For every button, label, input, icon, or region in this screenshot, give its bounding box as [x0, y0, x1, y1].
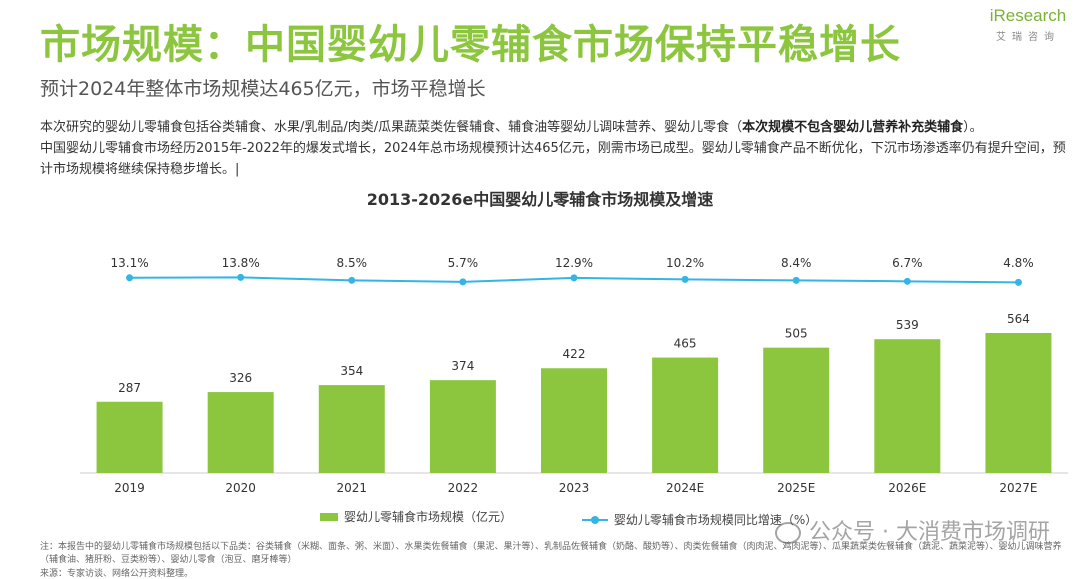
description-line1: 本次研究的婴幼儿零辅食包括谷类辅食、水果/乳制品/肉类/瓜果蔬菜类佐餐辅食、辅食… — [40, 120, 743, 135]
footnote: 注：本报告中的婴幼儿零辅食市场规模包括以下品类：谷类辅食（米糊、面条、粥、米面）… — [40, 542, 1062, 565]
growth-label-2021: 8.5% — [337, 256, 368, 270]
bar-2022 — [429, 380, 496, 473]
bar-label-2020: 326 — [229, 371, 252, 385]
bar-label-2023: 422 — [563, 347, 586, 361]
wechat-icon — [775, 522, 802, 544]
logo-sub: 艾瑞咨询 — [996, 32, 1060, 43]
x-tick-2021: 2021 — [337, 481, 368, 495]
growth-point-2025E — [792, 276, 800, 284]
source-note: 来源：专家访谈、网络公开资料整理。 — [40, 569, 194, 579]
bar-2027E — [985, 333, 1052, 473]
bar-2021 — [318, 385, 385, 473]
growth-label-2019: 13.1% — [110, 256, 148, 270]
growth-point-2021 — [348, 276, 356, 284]
description-line2: 中国婴幼儿零辅食市场经历2015年-2022年的爆发式增长，2024年总市场规模… — [40, 141, 1066, 177]
growth-point-2022 — [459, 278, 467, 286]
growth-label-2020: 13.8% — [222, 256, 260, 270]
x-tick-2020: 2020 — [225, 481, 256, 495]
growth-point-2020 — [237, 273, 245, 281]
logo-name: iResearch — [989, 6, 1067, 25]
chart-title: 2013-2026e中国婴幼儿零辅食市场规模及增速 — [366, 190, 714, 209]
description: 本次研究的婴幼儿零辅食包括谷类辅食、水果/乳制品/肉类/瓜果蔬菜类佐餐辅食、辅食… — [40, 117, 1070, 180]
x-tick-2026E: 2026E — [888, 481, 926, 495]
x-tick-2022: 2022 — [448, 481, 479, 495]
growth-label-2022: 5.7% — [448, 256, 479, 270]
bar-2026E — [874, 339, 941, 473]
growth-point-2024E — [681, 275, 689, 283]
growth-label-2027E: 4.8% — [1003, 256, 1034, 270]
bar-label-2026E: 539 — [896, 318, 919, 332]
description-line1-end: ）。 — [963, 120, 983, 135]
legend-bar-label: 婴幼儿零辅食市场规模（亿元） — [344, 510, 513, 524]
growth-point-2026E — [903, 277, 911, 285]
description-bold: 本次规模不包含婴幼儿营养补充类辅食 — [742, 120, 964, 135]
page-subtitle: 预计2024年整体市场规模达465亿元，市场平稳增长 — [40, 78, 486, 100]
legend-item-line: 婴幼儿零辅食市场规模同比增速（%） — [581, 511, 818, 528]
x-tick-2019: 2019 — [114, 481, 145, 495]
bar-label-2019: 287 — [118, 381, 141, 395]
chart-legend: 婴幼儿零辅食市场规模（亿元） 婴幼儿零辅食市场规模同比增速（%） — [320, 508, 883, 528]
x-tick-2027E: 2027E — [999, 481, 1037, 495]
growth-point-2027E — [1014, 278, 1022, 286]
growth-point-2019 — [126, 274, 134, 282]
growth-label-2023: 12.9% — [555, 256, 593, 270]
bar-2020 — [207, 392, 274, 473]
bar-label-2022: 374 — [451, 359, 474, 373]
legend-line-swatch — [581, 515, 608, 524]
watermark: 公众号 · 大消费市场调研 — [775, 514, 1050, 546]
bar-label-2025E: 505 — [785, 327, 808, 341]
growth-label-2024E: 10.2% — [666, 256, 704, 270]
legend-bar-swatch — [320, 512, 338, 521]
x-tick-2025E: 2025E — [777, 481, 815, 495]
x-tick-2023: 2023 — [559, 481, 590, 495]
bar-label-2024E: 465 — [674, 337, 697, 351]
bar-2023 — [541, 368, 607, 473]
bar-2019 — [96, 401, 163, 473]
x-tick-2024E: 2024E — [666, 481, 704, 495]
bar-2024E — [652, 357, 719, 473]
bar-label-2021: 354 — [340, 364, 363, 378]
growth-label-2026E: 6.7% — [892, 256, 923, 270]
iresearch-logo: iResearch 艾瑞咨询 — [982, 6, 1074, 43]
bar-2025E — [763, 347, 830, 473]
legend-line-label: 婴幼儿零辅食市场规模同比增速（%） — [613, 513, 818, 527]
page-title: 市场规模：中国婴幼儿零辅食市场保持平稳增长 — [40, 22, 901, 68]
growth-label-2025E: 8.4% — [781, 256, 812, 270]
watermark-text: 公众号 · 大消费市场调研 — [809, 520, 1050, 545]
bar-label-2027E: 564 — [1007, 312, 1030, 326]
legend-item-bar: 婴幼儿零辅食市场规模（亿元） — [320, 508, 512, 525]
growth-point-2023 — [570, 274, 578, 282]
